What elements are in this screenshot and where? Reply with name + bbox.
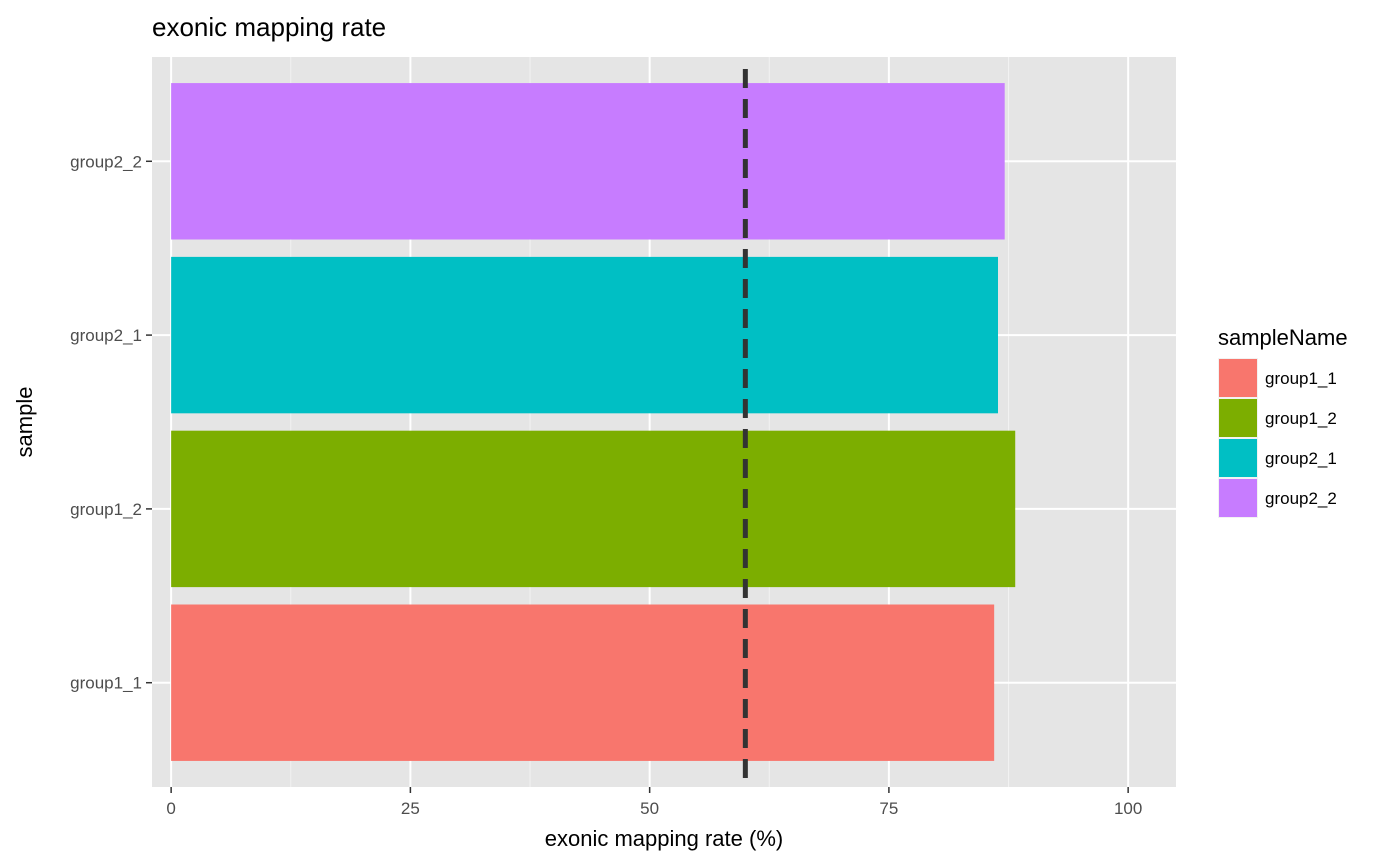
x-tick-label: 25	[401, 799, 420, 818]
bar-group2_2	[171, 83, 1005, 240]
x-axis-ticks: 0 25 50 75 100	[166, 787, 1142, 818]
legend-swatch-group1_1	[1219, 359, 1257, 397]
x-tick-label: 75	[879, 799, 898, 818]
y-tick-label: group2_1	[70, 326, 142, 345]
legend-swatch-group2_1	[1219, 439, 1257, 477]
bar-group1_1	[171, 604, 995, 761]
legend-items: group1_1 group1_2 group2_1 group2_2	[1218, 358, 1337, 518]
legend: sampleName group1_1group1_2group2_1group…	[1218, 325, 1348, 518]
legend-label: group2_1	[1265, 449, 1337, 468]
x-tick-label: 50	[640, 799, 659, 818]
y-tick-label: group1_2	[70, 500, 142, 519]
x-axis-title: exonic mapping rate (%)	[545, 826, 783, 851]
x-tick-label: 0	[166, 799, 175, 818]
bars	[171, 83, 1016, 761]
y-axis-ticks: group1_1 group1_2 group2_1 group2_2	[70, 152, 152, 693]
chart-title: exonic mapping rate	[152, 12, 386, 42]
y-tick-label: group2_2	[70, 152, 142, 171]
x-tick-label: 100	[1114, 799, 1142, 818]
legend-swatch-group2_2	[1219, 479, 1257, 517]
legend-label: group1_2	[1265, 409, 1337, 428]
legend-title: sampleName	[1218, 325, 1348, 350]
legend-swatch-group1_2	[1219, 399, 1257, 437]
bar-group1_2	[171, 430, 1016, 588]
y-axis-title: sample	[12, 387, 37, 458]
bar-group2_1	[171, 256, 998, 414]
y-tick-label: group1_1	[70, 674, 142, 693]
legend-label: group1_1	[1265, 369, 1337, 388]
legend-label: group2_2	[1265, 489, 1337, 508]
